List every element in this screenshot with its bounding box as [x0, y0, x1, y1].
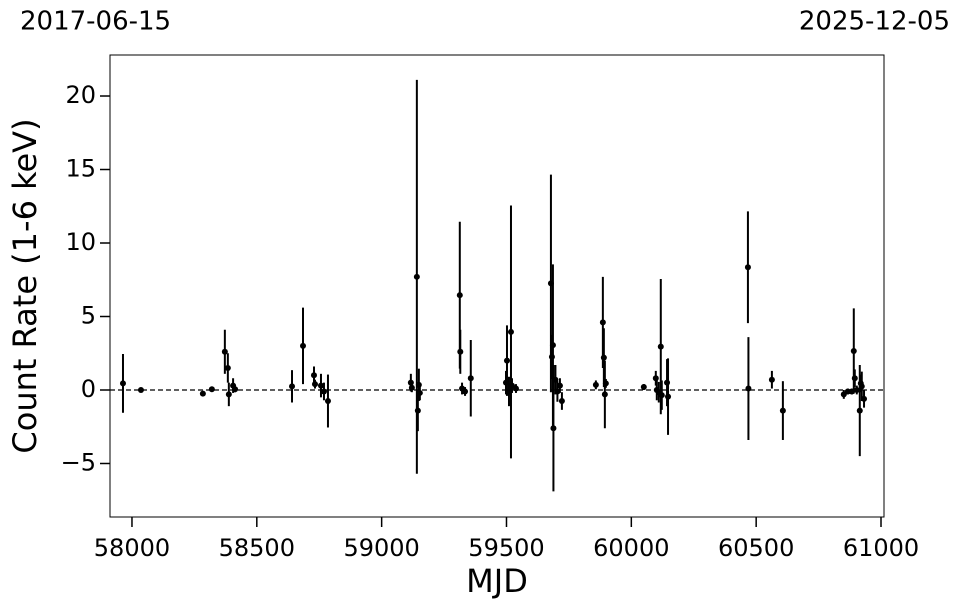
data-point — [413, 273, 420, 280]
data-point — [289, 383, 296, 390]
x-tick-label: 58000 — [94, 534, 170, 562]
data-point — [850, 348, 857, 355]
y-axis-label: Count Rate (1-6 keV) — [6, 118, 44, 453]
data-point — [599, 319, 606, 326]
x-tick-label: 59000 — [343, 534, 419, 562]
x-tick-label: 58500 — [219, 534, 295, 562]
data-point — [224, 364, 231, 371]
x-tick-label: 59500 — [468, 534, 544, 562]
x-axis-label: MJD — [466, 562, 528, 600]
data-point — [320, 388, 327, 395]
data-point — [512, 385, 519, 392]
top-right-label: 2025-12-05 — [799, 7, 950, 37]
y-tick-label: 20 — [65, 81, 96, 109]
data-point — [592, 381, 599, 388]
data-point — [601, 391, 608, 398]
data-point — [414, 407, 421, 414]
data-point — [221, 348, 228, 355]
data-point — [324, 398, 331, 405]
data-point — [861, 395, 868, 402]
data-point — [408, 384, 415, 391]
data-point — [456, 292, 463, 299]
data-point — [744, 264, 751, 271]
data-point — [503, 357, 510, 364]
data-point — [658, 392, 665, 399]
data-point — [745, 385, 752, 392]
data-point — [558, 398, 565, 405]
data-point — [858, 383, 865, 390]
top-left-label: 2017-06-15 — [20, 7, 171, 37]
data-point — [640, 384, 647, 391]
data-point — [549, 342, 556, 349]
data-point — [550, 425, 557, 432]
data-point — [768, 376, 775, 383]
y-tick-label: 5 — [81, 302, 96, 330]
data-point — [665, 393, 672, 400]
y-tick-label: 15 — [65, 155, 96, 183]
data-point — [317, 382, 324, 389]
data-point — [300, 342, 307, 349]
data-point — [416, 389, 423, 396]
x-tick-label: 61000 — [843, 534, 919, 562]
x-tick-label: 60000 — [593, 534, 669, 562]
data-point — [311, 381, 318, 388]
data-point — [232, 386, 239, 393]
y-tick-label: −5 — [61, 448, 96, 476]
data-point — [851, 375, 858, 382]
data-point — [119, 380, 126, 387]
data-point — [208, 386, 215, 393]
data-point — [507, 328, 514, 335]
data-point — [462, 388, 469, 395]
data-point — [779, 407, 786, 414]
x-tick-label: 60500 — [718, 534, 794, 562]
data-point — [856, 407, 863, 414]
data-point — [467, 375, 474, 382]
y-tick-label: 10 — [65, 228, 96, 256]
data-point — [137, 386, 144, 393]
data-point — [457, 348, 464, 355]
plot-frame — [109, 54, 885, 518]
y-tick-label: 0 — [81, 375, 96, 403]
data-point — [310, 372, 317, 379]
data-point — [853, 386, 860, 393]
data-point — [225, 391, 232, 398]
data-point — [600, 354, 607, 361]
data-point — [199, 390, 206, 397]
data-point — [556, 382, 563, 389]
data-point — [602, 380, 609, 387]
data-point — [657, 343, 664, 350]
